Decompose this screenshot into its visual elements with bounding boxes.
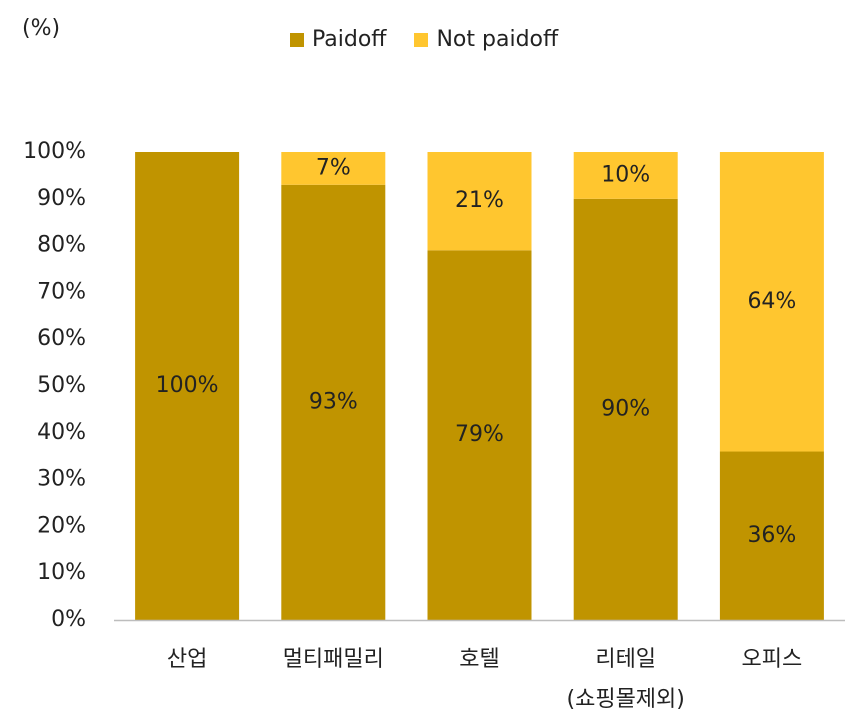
bar-segment-paidoff bbox=[135, 152, 240, 620]
y-tick-label: 40% bbox=[37, 420, 86, 445]
data-label: 100% bbox=[156, 373, 219, 398]
bar-segment-paidoff bbox=[719, 451, 824, 620]
y-tick-label: 50% bbox=[37, 373, 86, 398]
y-tick-label: 20% bbox=[37, 513, 86, 538]
bar-segment-not-paidoff bbox=[719, 152, 824, 452]
data-label: 93% bbox=[309, 389, 358, 414]
y-tick-label: 80% bbox=[37, 233, 86, 258]
y-tick-label: 100% bbox=[23, 139, 86, 164]
bar-segment-paidoff bbox=[573, 198, 678, 621]
y-tick-label: 90% bbox=[37, 186, 86, 211]
y-tick-label: 70% bbox=[37, 279, 86, 304]
x-tick-sublabel: (쇼핑몰제외) bbox=[567, 687, 685, 712]
data-label: 7% bbox=[316, 155, 351, 180]
data-label: 10% bbox=[601, 162, 650, 187]
x-tick-label: 멀티패밀리 bbox=[283, 647, 384, 672]
data-label: 90% bbox=[601, 396, 650, 421]
y-tick-label: 0% bbox=[51, 607, 86, 632]
bar-segment-paidoff bbox=[427, 250, 532, 620]
bar-segment-not-paidoff bbox=[281, 152, 386, 185]
legend-swatch-not-paidoff bbox=[414, 32, 429, 47]
data-label: 21% bbox=[455, 188, 504, 213]
legend-item-not-paidoff: Not paidoff bbox=[414, 27, 558, 52]
legend-item-paidoff: Paidoff bbox=[290, 27, 386, 52]
y-tick-label: 30% bbox=[37, 467, 86, 492]
legend-label-paidoff: Paidoff bbox=[312, 27, 387, 52]
y-tick-label: 10% bbox=[37, 560, 86, 585]
data-label: 64% bbox=[747, 289, 796, 314]
chart-legend: Paidoff Not paidoff bbox=[290, 27, 586, 52]
x-tick-label: 오피스 bbox=[742, 647, 803, 672]
x-tick-label: 리테일 bbox=[595, 647, 656, 672]
x-tick-label: 호텔 bbox=[459, 647, 499, 672]
bar-segment-paidoff bbox=[281, 184, 386, 620]
legend-label-not-paidoff: Not paidoff bbox=[436, 27, 559, 52]
data-label: 79% bbox=[455, 422, 504, 447]
bar-segment-not-paidoff bbox=[573, 152, 678, 199]
bar-segment-not-paidoff bbox=[427, 152, 532, 251]
y-axis-unit-label: (%) bbox=[22, 16, 61, 41]
legend-swatch-paidoff bbox=[290, 32, 304, 47]
x-tick-label: 산업 bbox=[167, 647, 207, 672]
y-tick-label: 60% bbox=[37, 326, 86, 351]
data-label: 36% bbox=[747, 523, 796, 548]
